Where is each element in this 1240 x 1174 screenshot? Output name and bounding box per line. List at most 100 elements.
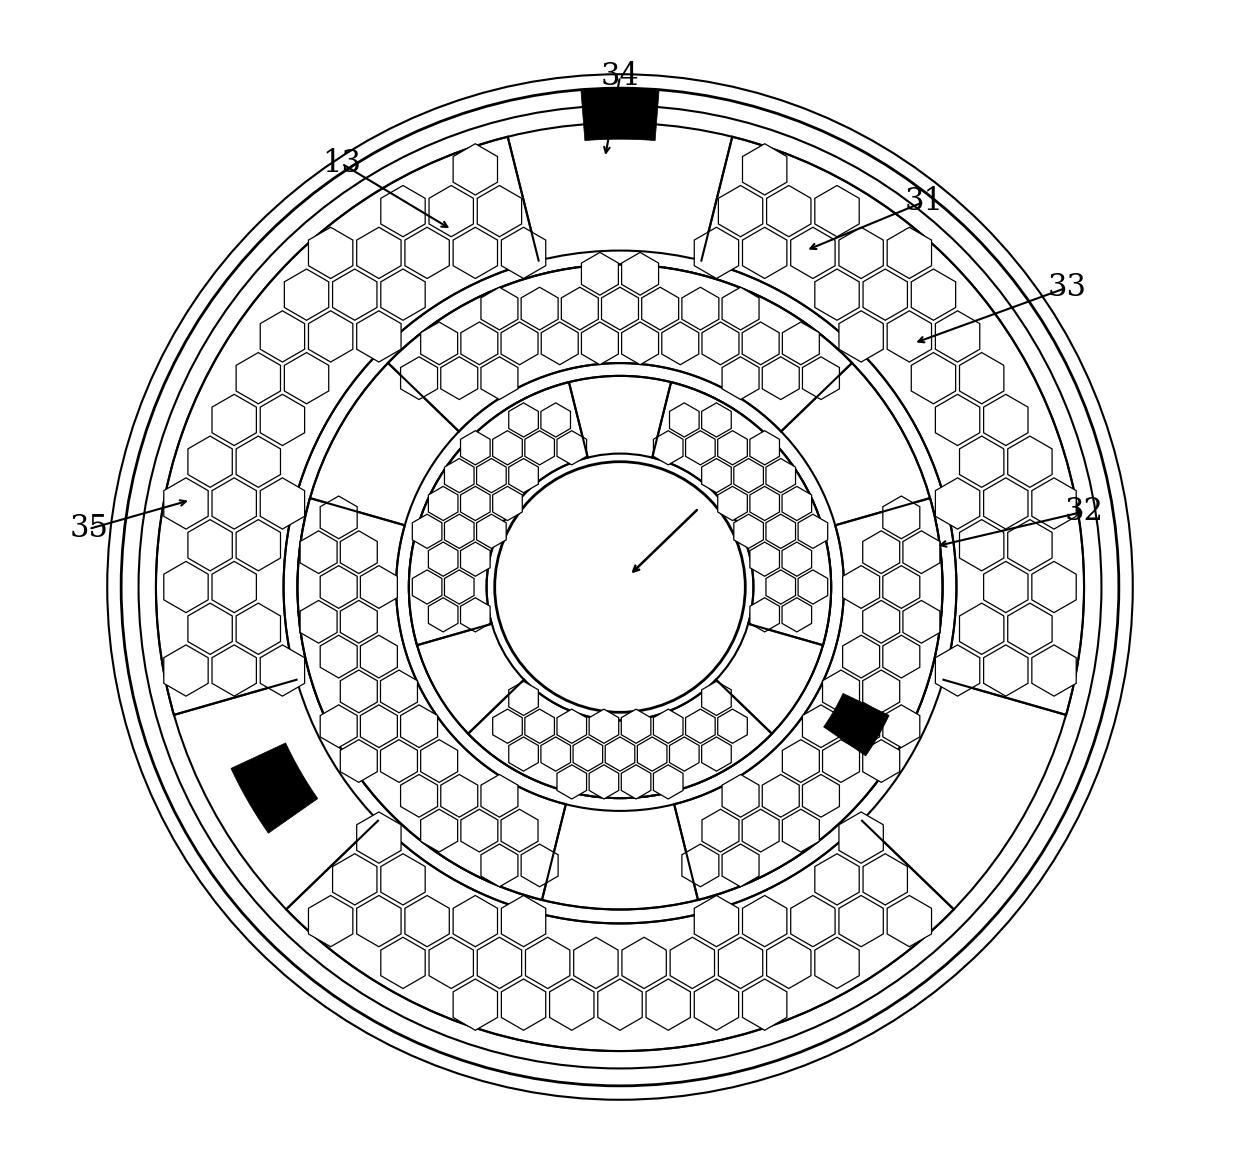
Polygon shape <box>960 436 1004 487</box>
Polygon shape <box>863 740 900 782</box>
Polygon shape <box>722 844 759 886</box>
Polygon shape <box>440 775 477 817</box>
Polygon shape <box>461 809 497 852</box>
Polygon shape <box>722 288 759 330</box>
Polygon shape <box>646 979 691 1031</box>
Polygon shape <box>332 269 377 321</box>
Polygon shape <box>911 352 956 404</box>
Polygon shape <box>260 478 305 529</box>
Polygon shape <box>320 704 357 748</box>
Text: 32: 32 <box>1065 497 1104 527</box>
Polygon shape <box>156 136 538 715</box>
Polygon shape <box>526 937 570 989</box>
Polygon shape <box>460 598 490 632</box>
Polygon shape <box>734 459 764 493</box>
Text: 31: 31 <box>904 187 944 217</box>
Polygon shape <box>766 937 811 989</box>
Polygon shape <box>461 322 497 365</box>
Polygon shape <box>401 357 438 399</box>
Polygon shape <box>453 228 497 278</box>
Polygon shape <box>682 844 719 886</box>
Polygon shape <box>284 352 329 404</box>
Polygon shape <box>212 561 257 613</box>
Polygon shape <box>766 514 796 548</box>
Polygon shape <box>501 809 538 852</box>
Polygon shape <box>843 635 879 677</box>
Polygon shape <box>401 775 438 817</box>
Polygon shape <box>508 403 538 437</box>
Polygon shape <box>791 228 835 278</box>
Polygon shape <box>702 681 732 715</box>
Polygon shape <box>340 600 377 643</box>
Polygon shape <box>883 635 920 677</box>
Polygon shape <box>750 431 780 465</box>
Polygon shape <box>670 737 699 771</box>
Polygon shape <box>637 737 667 771</box>
Polygon shape <box>508 459 538 493</box>
Polygon shape <box>236 352 280 404</box>
Polygon shape <box>702 403 732 437</box>
Polygon shape <box>420 322 458 365</box>
Polygon shape <box>231 743 317 834</box>
Polygon shape <box>839 896 883 946</box>
Polygon shape <box>469 680 771 798</box>
Polygon shape <box>409 382 588 646</box>
Polygon shape <box>460 431 490 465</box>
Polygon shape <box>722 775 759 817</box>
Polygon shape <box>260 645 305 696</box>
Polygon shape <box>188 603 232 654</box>
Polygon shape <box>388 264 852 432</box>
Polygon shape <box>621 322 658 365</box>
Polygon shape <box>573 737 603 771</box>
Polygon shape <box>815 269 859 321</box>
Polygon shape <box>823 694 889 756</box>
Polygon shape <box>481 844 518 886</box>
Polygon shape <box>743 809 779 852</box>
Polygon shape <box>743 979 787 1031</box>
Polygon shape <box>702 809 739 852</box>
Polygon shape <box>782 486 812 520</box>
Polygon shape <box>887 896 931 946</box>
Polygon shape <box>381 670 418 713</box>
Polygon shape <box>621 709 651 743</box>
Polygon shape <box>298 498 565 900</box>
Polygon shape <box>420 809 458 852</box>
Polygon shape <box>508 681 538 715</box>
Polygon shape <box>621 252 658 295</box>
Polygon shape <box>453 896 497 946</box>
Polygon shape <box>782 542 812 576</box>
Polygon shape <box>1032 478 1076 529</box>
Polygon shape <box>428 598 458 632</box>
Polygon shape <box>766 459 796 493</box>
Polygon shape <box>702 322 739 365</box>
Polygon shape <box>361 635 397 677</box>
Polygon shape <box>413 569 441 605</box>
Polygon shape <box>582 322 619 365</box>
Polygon shape <box>357 228 401 278</box>
Polygon shape <box>188 520 232 571</box>
Polygon shape <box>429 937 474 989</box>
Polygon shape <box>1008 436 1052 487</box>
Polygon shape <box>983 478 1028 529</box>
Polygon shape <box>960 520 1004 571</box>
Polygon shape <box>574 937 618 989</box>
Polygon shape <box>521 288 558 330</box>
Polygon shape <box>815 185 859 237</box>
Polygon shape <box>381 853 425 905</box>
Polygon shape <box>481 288 518 330</box>
Polygon shape <box>164 561 208 613</box>
Polygon shape <box>802 775 839 817</box>
Polygon shape <box>357 311 401 362</box>
Polygon shape <box>843 704 879 748</box>
Polygon shape <box>260 311 305 362</box>
Polygon shape <box>357 896 401 946</box>
Polygon shape <box>541 737 570 771</box>
Polygon shape <box>839 228 883 278</box>
Polygon shape <box>822 670 859 713</box>
Polygon shape <box>549 979 594 1031</box>
Polygon shape <box>501 322 538 365</box>
Polygon shape <box>702 737 732 771</box>
Polygon shape <box>481 357 518 399</box>
Polygon shape <box>164 645 208 696</box>
Polygon shape <box>562 288 598 330</box>
